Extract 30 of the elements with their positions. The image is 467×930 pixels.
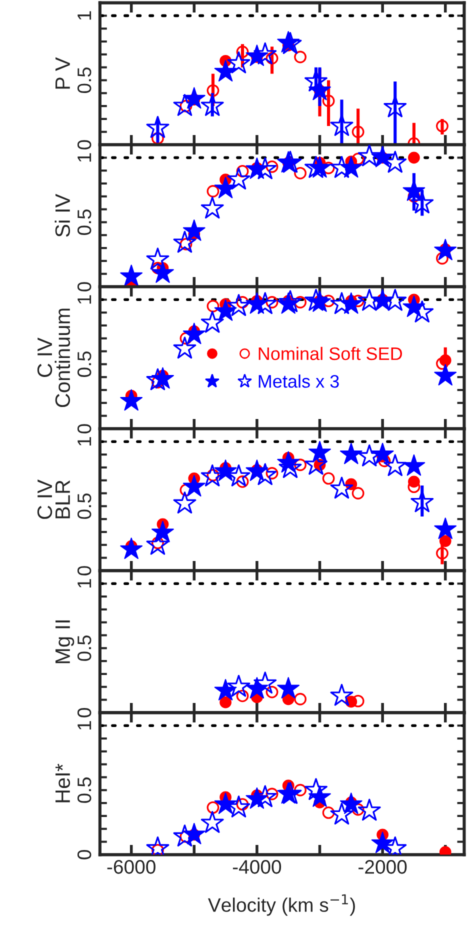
y-tick-label: 0 (77, 566, 92, 576)
y-tick-label: 0.5 (77, 635, 92, 661)
x-tick-label: -2000 (358, 860, 407, 874)
x-tick-label: -4000 (232, 860, 282, 874)
y-tick-label: 0.5 (77, 493, 92, 519)
y-tick-label: 0 (77, 708, 92, 718)
y-tick-label: 0.5 (77, 210, 92, 235)
y-tick-label: 0.5 (77, 777, 92, 803)
y-axis-title: Si IV (54, 194, 70, 237)
y-tick-label: 0.5 (77, 351, 92, 377)
y-axis-title: P V (56, 57, 70, 89)
y-tick-label: 1 (78, 295, 92, 304)
y-axis-title: HeI* (56, 764, 70, 802)
y-tick-label: 1 (78, 153, 92, 162)
y-tick-label: 0.5 (77, 68, 92, 93)
y-tick-label: 1 (78, 437, 92, 446)
y-tick-label: 0 (77, 140, 92, 150)
legend-label: Nominal Soft SED (258, 346, 402, 360)
x-axis-title: Velocity (km s$^{−1}$) (208, 894, 355, 916)
x-tick-label: -6000 (107, 860, 156, 874)
y-axis-title: Mg II (56, 620, 74, 664)
legend-label: Metals x 3 (258, 374, 339, 388)
y-tick-label: 1 (78, 579, 92, 588)
y-tick-label: 1 (78, 11, 92, 20)
y-axis-title: C IV Continuum (37, 308, 70, 408)
y-tick-label: 0 (77, 424, 92, 434)
y-tick-label: 0 (77, 282, 92, 292)
y-axis-title: C IV BLR (37, 480, 70, 519)
y-tick-label: 0 (77, 850, 92, 860)
y-tick-label: 1 (78, 721, 92, 730)
